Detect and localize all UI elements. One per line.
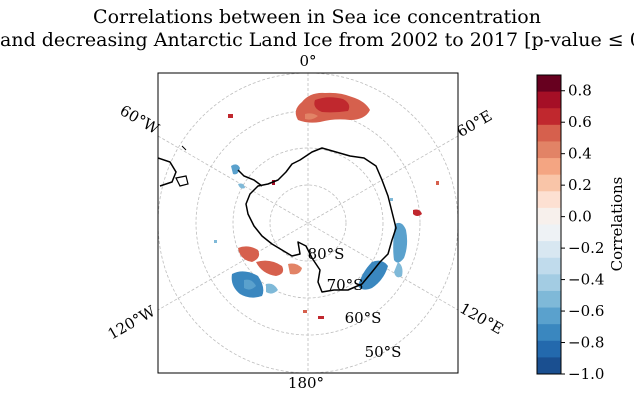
colorbar-tick-label: 0.0 — [568, 208, 592, 226]
correlation-patches — [214, 92, 439, 319]
island-fragment — [181, 145, 187, 151]
colorbar-segment — [537, 174, 561, 192]
map-frame — [157, 72, 459, 374]
parallel-label-70s: 70°S — [327, 276, 364, 294]
small-red-patch-1 — [228, 114, 233, 118]
parallel-label-60s: 60°S — [345, 309, 382, 327]
colorbar-label: Correlations — [608, 177, 626, 272]
colorbar-segment — [537, 324, 561, 342]
colorbar-segment — [537, 91, 561, 109]
colorbar-tick-label: −0.2 — [568, 239, 604, 257]
negative-patch-ross-core — [244, 279, 256, 290]
colorbar-tick-label: 0.2 — [568, 176, 592, 194]
meridian-label-0: 0° — [299, 52, 316, 70]
colorbar-segment — [537, 340, 561, 358]
antarctic-coastline — [245, 147, 397, 293]
falkland-islands — [175, 175, 189, 187]
colorbar-segment — [537, 158, 561, 176]
colorbar-segment — [537, 207, 561, 225]
chart-title-line-2: and decreasing Antarctic Land Ice from 2… — [0, 29, 634, 51]
colorbar-segments — [537, 75, 561, 375]
colorbar-segment — [537, 257, 561, 275]
negative-patch-southeast — [358, 260, 388, 290]
colorbar-segment — [537, 224, 561, 242]
colorbar-segment — [537, 274, 561, 292]
colorbar-tick-label: −1.0 — [568, 365, 604, 383]
meridian-label-60e: 60°E — [454, 106, 496, 140]
small-red-patch-5 — [318, 316, 324, 319]
map-panel: 0° 60°W 60°E 120°W 120°E 180° 80°S 70°S … — [105, 52, 507, 392]
colorbar-tick-label: 0.6 — [568, 113, 592, 131]
colorbar-segment — [537, 124, 561, 142]
meridian-60w-120e — [158, 135, 458, 311]
colorbar-ticks: 0.8 0.6 0.4 0.2 0.0 −0.2 −0.4 −0.6 −0.8 −1.0 — [561, 82, 604, 383]
negative-patch-east — [393, 222, 408, 263]
parallel-label-80s: 80°S — [308, 245, 345, 263]
colorbar-segment — [537, 141, 561, 159]
negative-patch-east-2 — [394, 262, 403, 278]
colorbar-segment — [537, 290, 561, 309]
parallel-label-50s: 50°S — [365, 343, 402, 361]
colorbar-segment — [537, 241, 561, 259]
colorbar-segment — [537, 357, 561, 375]
positive-patch-east — [413, 209, 422, 216]
meridian-60e-120w — [158, 135, 458, 311]
south-america-coast — [158, 157, 177, 187]
negative-patch-peninsula-2 — [238, 183, 245, 189]
negative-patch-ross-2 — [266, 283, 278, 294]
colorbar-tick-label: −0.6 — [568, 302, 604, 320]
meridian-label-120e: 120°E — [457, 299, 507, 338]
colorbar: 0.8 0.6 0.4 0.2 0.0 −0.2 −0.4 −0.6 −0.8 −1.0 Corr… — [536, 74, 626, 383]
antarctic-peninsula — [237, 169, 263, 187]
coastline — [158, 145, 397, 293]
positive-patch-north-core — [314, 97, 350, 113]
positive-patch-ross-3 — [288, 263, 302, 275]
positive-patch-ross-2 — [256, 260, 284, 276]
small-red-patch-3 — [436, 181, 439, 185]
colorbar-segment — [537, 191, 561, 209]
colorbar-segment — [537, 75, 561, 93]
colorbar-tick-label: 0.8 — [568, 82, 592, 100]
positive-patch-ross-1 — [238, 246, 260, 262]
colorbar-tick-label: 0.4 — [568, 145, 592, 163]
colorbar-tick-label: −0.4 — [568, 271, 604, 289]
chart-title-line-1: Correlations between in Sea ice concentr… — [93, 6, 541, 28]
small-red-patch-4 — [303, 310, 307, 313]
positive-patch-north-edge — [305, 113, 318, 120]
colorbar-segment — [537, 307, 561, 325]
meridian-label-120w: 120°W — [105, 302, 159, 344]
small-blue-patch-2 — [214, 240, 217, 243]
colorbar-frame — [536, 74, 562, 375]
meridian-label-60w: 60°W — [117, 101, 163, 138]
small-blue-patch-1 — [390, 198, 393, 201]
colorbar-tick-label: −0.8 — [568, 334, 604, 352]
colorbar-segment — [537, 108, 561, 126]
meridian-label-180: 180° — [288, 374, 324, 392]
negative-patch-peninsula — [231, 164, 240, 175]
parallel-80s — [269, 184, 347, 262]
